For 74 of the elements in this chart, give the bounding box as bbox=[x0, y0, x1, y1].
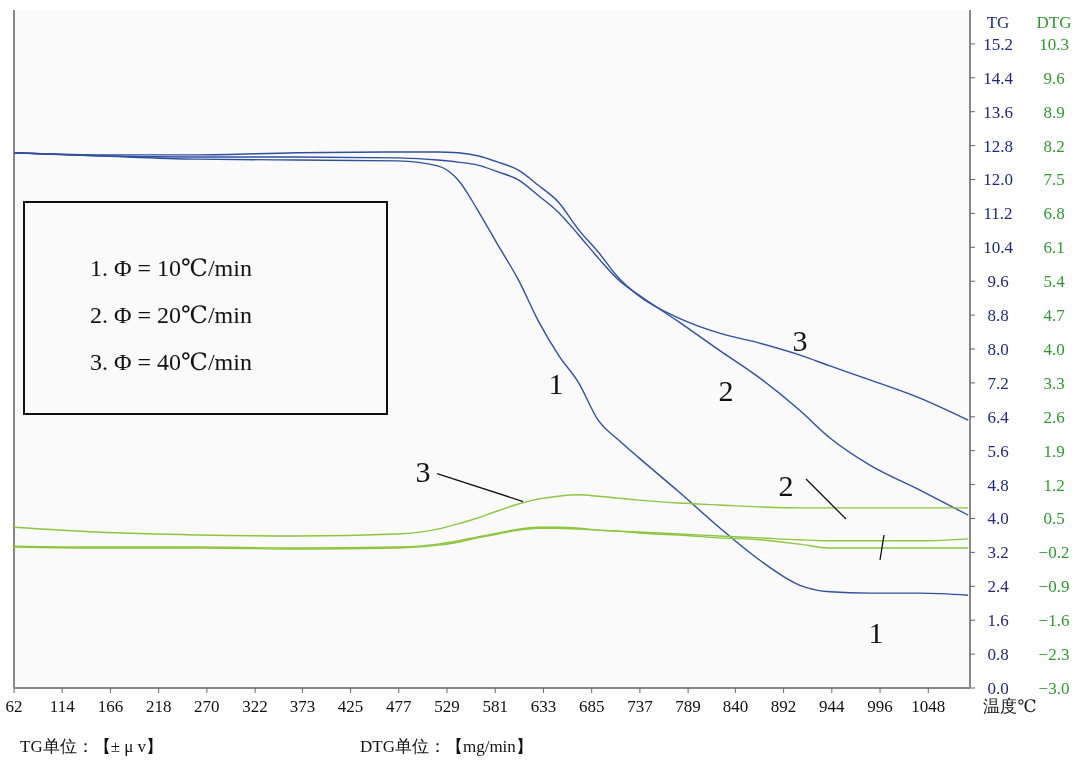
y2-tick-label: −0.2 bbox=[1038, 543, 1070, 563]
y2-tick-label: −1.6 bbox=[1038, 611, 1070, 631]
annotation: 1 bbox=[868, 615, 884, 649]
x-tick-label: 996 bbox=[867, 697, 893, 716]
x-tick-label: 373 bbox=[289, 697, 316, 716]
y-tick-label: 11.2 bbox=[983, 204, 1013, 224]
y2-tick-label: 4.7 bbox=[1043, 306, 1066, 326]
x-axis-title: 温度℃ bbox=[983, 697, 1037, 716]
y2-tick-label: 0.5 bbox=[1043, 509, 1065, 529]
y-tick-label: 12.0 bbox=[983, 170, 1013, 190]
y-tick-label: 6.4 bbox=[987, 407, 1010, 427]
y-tick-label: 5.6 bbox=[987, 441, 1009, 461]
annotation: 3 bbox=[415, 455, 431, 489]
y-tick-label: 0.0 bbox=[987, 678, 1009, 698]
y-tick-label: 15.2 bbox=[983, 34, 1013, 54]
x-tick-label: 840 bbox=[722, 697, 749, 716]
y-tick-label: 8.0 bbox=[987, 339, 1009, 359]
annotation: 1 bbox=[548, 366, 564, 400]
y2-tick-label: 4.0 bbox=[1043, 339, 1065, 359]
y2-tick-label: 6.1 bbox=[1043, 238, 1065, 258]
y-tick-label: 4.8 bbox=[987, 475, 1009, 495]
x-tick-label: 685 bbox=[578, 697, 605, 716]
x-tick-label: 322 bbox=[242, 697, 268, 716]
y2-tick-label: 8.9 bbox=[1043, 102, 1065, 122]
y2-tick-label: 10.3 bbox=[1039, 34, 1069, 54]
x-tick-label: 529 bbox=[434, 697, 460, 716]
x-tick-label: 425 bbox=[337, 697, 364, 716]
annotation: 1. Φ = 10℃/min bbox=[90, 255, 252, 281]
y-tick-label: 10.4 bbox=[983, 238, 1014, 258]
y2-tick-label: 1.2 bbox=[1043, 475, 1065, 495]
y2-tick-label: 3.3 bbox=[1043, 373, 1065, 393]
y-tick-label: 4.0 bbox=[987, 509, 1009, 529]
y-tick-label: 3.2 bbox=[987, 543, 1009, 563]
annotation: 2 bbox=[778, 468, 794, 502]
y-tick-label: 9.6 bbox=[987, 272, 1009, 292]
y2-tick-label: −3.0 bbox=[1038, 678, 1070, 698]
y2-tick-label: 2.6 bbox=[1043, 407, 1065, 427]
x-tick-label: 633 bbox=[530, 697, 557, 716]
x-tick-label: 218 bbox=[145, 697, 172, 716]
x-tick-label: 944 bbox=[819, 697, 846, 716]
y2-tick-label: 9.6 bbox=[1043, 68, 1065, 88]
annotation: 3. Φ = 40℃/min bbox=[90, 349, 252, 375]
y-axis-title: TG bbox=[986, 12, 1010, 32]
y-tick-label: 7.2 bbox=[987, 373, 1009, 393]
y-tick-label: 0.8 bbox=[987, 645, 1009, 665]
x-tick-label: 270 bbox=[194, 697, 220, 716]
y-tick-label: 14.4 bbox=[983, 68, 1014, 88]
y2-tick-label: 5.4 bbox=[1043, 272, 1066, 292]
x-tick-label: 166 bbox=[97, 697, 124, 716]
x-tick-label: 477 bbox=[386, 697, 413, 716]
y2-tick-label: 6.8 bbox=[1043, 204, 1065, 224]
y2-tick-label: 7.5 bbox=[1043, 170, 1065, 190]
x-tick-label: 62 bbox=[5, 697, 23, 716]
annotation: 2. Φ = 20℃/min bbox=[90, 302, 252, 328]
x-tick-label: 737 bbox=[627, 697, 654, 716]
y-tick-label: 8.8 bbox=[987, 306, 1009, 326]
y2-tick-label: −0.9 bbox=[1038, 577, 1070, 597]
x-tick-label: 789 bbox=[675, 697, 701, 716]
y-tick-label: 13.6 bbox=[983, 102, 1013, 122]
text: TG单位：【± μ v】 bbox=[20, 737, 164, 756]
y-tick-label: 12.8 bbox=[983, 136, 1013, 156]
y2-axis-title: DTG bbox=[1036, 12, 1072, 32]
y-tick-label: 1.6 bbox=[987, 611, 1009, 631]
annotation: 2 bbox=[718, 373, 734, 407]
y2-tick-label: 8.2 bbox=[1043, 136, 1065, 156]
x-tick-label: 892 bbox=[770, 697, 797, 716]
x-tick-label: 114 bbox=[49, 697, 76, 716]
y2-tick-label: −2.3 bbox=[1038, 645, 1070, 665]
text: DTG单位：【mg/min】 bbox=[360, 737, 533, 756]
x-tick-label: 581 bbox=[482, 697, 508, 716]
y-tick-label: 2.4 bbox=[987, 577, 1010, 597]
annotation: 3 bbox=[792, 323, 808, 357]
x-tick-label: 1048 bbox=[911, 697, 946, 716]
y2-tick-label: 1.9 bbox=[1043, 441, 1065, 461]
